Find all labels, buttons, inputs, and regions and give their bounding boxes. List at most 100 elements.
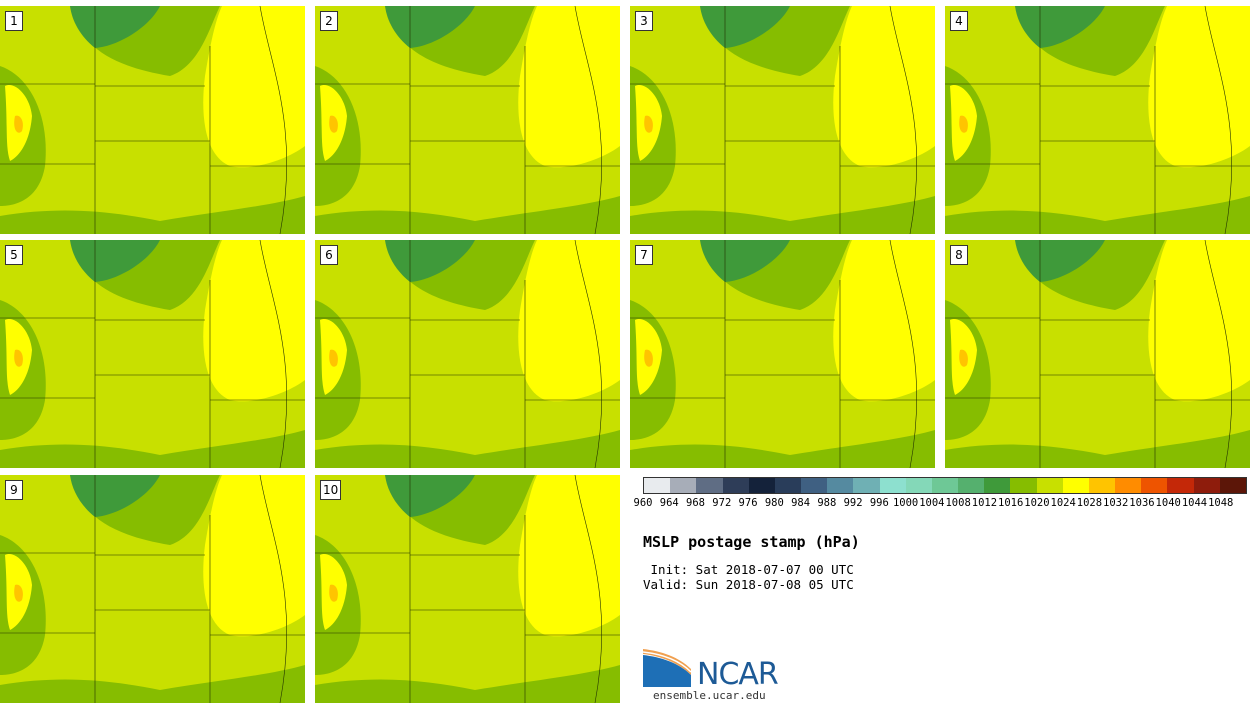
state-boundaries xyxy=(945,240,1250,468)
colorbar-cell xyxy=(958,478,985,493)
member-number-label: 6 xyxy=(320,245,338,265)
pressure-region xyxy=(203,6,305,168)
mslp-field-map xyxy=(945,6,1250,234)
pressure-region xyxy=(385,475,475,517)
colorbar-cell xyxy=(1062,478,1089,493)
colorbar-tick-label: 984 xyxy=(791,497,811,509)
logo-text: NCAR xyxy=(697,657,779,692)
pressure-region xyxy=(518,6,620,168)
mslp-field-map xyxy=(315,475,620,703)
member-number-label: 5 xyxy=(5,245,23,265)
state-boundaries xyxy=(0,240,305,468)
colorbar-tick-label: 992 xyxy=(843,497,863,509)
colorbar-cell xyxy=(801,478,828,493)
state-boundaries xyxy=(630,6,935,234)
colorbar-cell xyxy=(644,478,671,493)
pressure-region xyxy=(1015,240,1105,282)
pressure-region xyxy=(518,475,620,637)
pressure-region xyxy=(14,349,23,367)
pressure-region xyxy=(518,240,620,402)
colorbar-cell xyxy=(984,478,1011,493)
member-number-label: 1 xyxy=(5,11,23,31)
colorbar-cell xyxy=(1115,478,1142,493)
pressure-region xyxy=(385,6,475,48)
pressure-region xyxy=(644,349,653,367)
colorbar-tick-label: 972 xyxy=(712,497,732,509)
pressure-region xyxy=(315,665,620,703)
member-number-label: 9 xyxy=(5,480,23,500)
colorbar-tick-label: 996 xyxy=(869,497,889,509)
pressure-region xyxy=(70,6,160,48)
colorbar-cell xyxy=(827,478,854,493)
colorbar-cell xyxy=(1036,478,1063,493)
colorbar-tick-label: 1008 xyxy=(945,497,971,509)
pressure-region xyxy=(945,430,1250,468)
pressure-region xyxy=(833,240,935,402)
member-map-panel: 9 xyxy=(0,475,305,703)
colorbar-cell xyxy=(905,478,932,493)
mslp-field-map xyxy=(315,6,620,234)
colorbar xyxy=(643,477,1247,494)
mslp-field-map xyxy=(0,240,305,468)
colorbar-cell xyxy=(1010,478,1037,493)
mslp-field-map xyxy=(630,240,935,468)
member-map-panel: 3 xyxy=(630,6,935,234)
pressure-region xyxy=(630,196,935,234)
pressure-region xyxy=(203,240,305,402)
colorbar-tick-label: 964 xyxy=(659,497,679,509)
pressure-region xyxy=(959,115,968,133)
pressure-region xyxy=(959,349,968,367)
pressure-region xyxy=(329,584,338,602)
colorbar-tick-label: 1016 xyxy=(997,497,1024,509)
colorbar-ticks: 960 964 968 972 976 980 984 988 992 996 1000 1004 10… xyxy=(634,497,1247,513)
pressure-region xyxy=(945,196,1250,234)
colorbar-tick-label: 1004 xyxy=(919,497,945,509)
ncar-logo-icon xyxy=(643,649,692,687)
colorbar-tick-label: 1044 xyxy=(1181,497,1208,509)
colorbar-tick-label: 1024 xyxy=(1050,497,1076,509)
pressure-region xyxy=(833,6,935,168)
colorbar-tick-label: 980 xyxy=(764,497,784,509)
pressure-region xyxy=(70,240,160,282)
pressure-region xyxy=(203,475,305,637)
state-boundaries xyxy=(315,475,620,703)
pressure-region xyxy=(70,475,160,517)
site-url: ensemble.ucar.edu xyxy=(653,689,766,702)
pressure-region xyxy=(0,430,305,468)
state-boundaries xyxy=(315,6,620,234)
member-map-panel: 6 xyxy=(315,240,620,468)
colorbar-tick-label: 1028 xyxy=(1076,497,1103,509)
colorbar-cell xyxy=(1219,478,1246,493)
colorbar-cell xyxy=(696,478,723,493)
colorbar-tick-label: 960 xyxy=(633,497,653,509)
member-map-panel: 1 xyxy=(0,6,305,234)
mslp-field-map xyxy=(315,240,620,468)
colorbar-cell xyxy=(774,478,802,493)
figure-title: MSLP postage stamp (hPa) xyxy=(643,533,860,551)
member-number-label: 3 xyxy=(635,11,653,31)
member-map-panel: 2 xyxy=(315,6,620,234)
state-boundaries xyxy=(0,6,305,234)
colorbar-cell xyxy=(1088,478,1116,493)
colorbar-tick-label: 1032 xyxy=(1103,497,1129,509)
colorbar-legend: 960 964 968 972 976 980 984 988 992 996 1000 1004 10… xyxy=(634,477,1247,513)
member-map-panel: 10 xyxy=(315,475,620,703)
member-number-label: 8 xyxy=(950,245,968,265)
pressure-region xyxy=(0,665,305,703)
pressure-region xyxy=(0,196,305,234)
mslp-field-map xyxy=(945,240,1250,468)
pressure-region xyxy=(14,584,23,602)
colorbar-tick-label: 1020 xyxy=(1024,497,1050,509)
pressure-region xyxy=(700,240,790,282)
member-number-label: 4 xyxy=(950,11,968,31)
mslp-field-map xyxy=(0,475,305,703)
colorbar-tick-label: 1036 xyxy=(1129,497,1155,509)
state-boundaries xyxy=(945,6,1250,234)
pressure-region xyxy=(14,115,23,133)
colorbar-cell xyxy=(1167,478,1194,493)
colorbar-cell xyxy=(722,478,749,493)
run-info: Init: Sat 2018-07-07 00 UTC Valid: Sun 2… xyxy=(643,562,854,592)
member-map-panel: 8 xyxy=(945,240,1250,468)
colorbar-cell xyxy=(879,478,906,493)
colorbar-tick-label: 988 xyxy=(817,497,837,509)
